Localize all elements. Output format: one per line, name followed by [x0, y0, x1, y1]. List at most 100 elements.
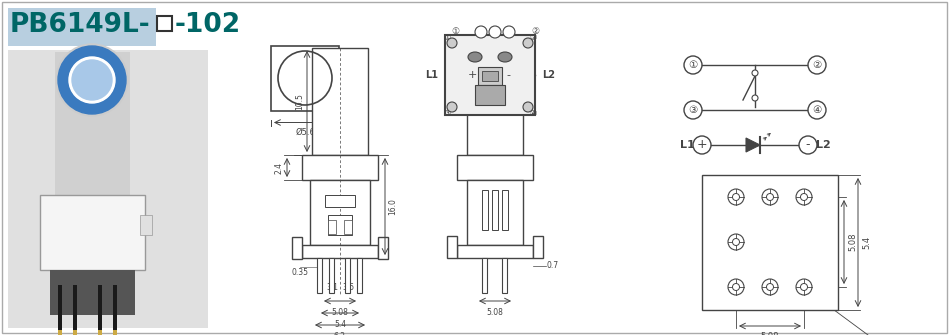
- Text: 5.4: 5.4: [862, 236, 871, 249]
- Circle shape: [728, 234, 744, 250]
- Bar: [328, 220, 336, 234]
- Bar: [482, 258, 488, 293]
- Text: 5.4: 5.4: [334, 320, 346, 329]
- Circle shape: [796, 189, 812, 205]
- Bar: [447, 236, 457, 258]
- Bar: [98, 330, 102, 335]
- Bar: [98, 285, 102, 335]
- Text: L1: L1: [425, 70, 438, 80]
- Bar: [533, 236, 543, 258]
- Text: 6.2: 6.2: [334, 332, 346, 335]
- Circle shape: [733, 239, 739, 246]
- Bar: [457, 155, 533, 180]
- Text: ②: ②: [530, 32, 537, 42]
- Text: 3.1: 3.1: [326, 283, 338, 292]
- Circle shape: [684, 56, 702, 74]
- Bar: [378, 237, 388, 259]
- Circle shape: [693, 136, 711, 154]
- Text: ①: ①: [443, 32, 451, 42]
- Text: -: -: [506, 70, 510, 80]
- Bar: [457, 245, 533, 258]
- Bar: [467, 180, 523, 245]
- Bar: [702, 175, 838, 310]
- Bar: [475, 85, 505, 105]
- Text: ①: ①: [688, 60, 698, 70]
- Bar: [482, 71, 498, 81]
- Bar: [344, 220, 352, 234]
- Circle shape: [752, 70, 758, 76]
- Circle shape: [801, 283, 808, 290]
- Bar: [113, 285, 117, 335]
- Bar: [478, 67, 502, 85]
- Circle shape: [58, 46, 126, 114]
- Circle shape: [56, 44, 128, 116]
- Text: -: -: [806, 138, 810, 151]
- Circle shape: [733, 283, 739, 290]
- Text: ④: ④: [530, 109, 537, 118]
- Circle shape: [503, 26, 515, 38]
- Circle shape: [762, 189, 778, 205]
- Bar: [113, 330, 117, 335]
- Bar: [73, 330, 77, 335]
- Circle shape: [801, 194, 808, 201]
- Bar: [310, 180, 370, 245]
- Circle shape: [69, 57, 115, 103]
- Text: 3.5: 3.5: [342, 283, 354, 292]
- Bar: [58, 330, 62, 335]
- Bar: [55, 52, 130, 197]
- Circle shape: [523, 102, 533, 112]
- Bar: [292, 237, 302, 259]
- Circle shape: [684, 101, 702, 119]
- Text: PB6149L-: PB6149L-: [10, 12, 151, 38]
- Text: +: +: [697, 138, 707, 151]
- Text: 0.35: 0.35: [291, 268, 308, 277]
- Text: 5.08: 5.08: [761, 332, 779, 335]
- Circle shape: [808, 101, 826, 119]
- Bar: [58, 285, 62, 335]
- Text: 10.5: 10.5: [295, 93, 304, 110]
- Bar: [358, 258, 363, 293]
- Circle shape: [752, 95, 758, 101]
- Bar: [318, 258, 323, 293]
- Text: 16.0: 16.0: [388, 198, 397, 215]
- Ellipse shape: [498, 52, 512, 62]
- Text: 5.08: 5.08: [848, 233, 857, 251]
- Ellipse shape: [468, 52, 482, 62]
- Bar: [345, 258, 350, 293]
- Text: ②: ②: [812, 60, 822, 70]
- Circle shape: [762, 279, 778, 295]
- Circle shape: [523, 38, 533, 48]
- Circle shape: [447, 38, 457, 48]
- Circle shape: [733, 194, 739, 201]
- Text: Ø5.6: Ø5.6: [295, 128, 315, 136]
- Text: L2: L2: [542, 70, 555, 80]
- Bar: [8, 50, 208, 328]
- Circle shape: [808, 56, 826, 74]
- Bar: [467, 48, 523, 155]
- Polygon shape: [746, 138, 760, 152]
- Bar: [482, 190, 488, 230]
- Circle shape: [796, 279, 812, 295]
- Bar: [271, 46, 339, 111]
- Bar: [492, 190, 498, 230]
- Text: +: +: [467, 70, 476, 80]
- Circle shape: [447, 102, 457, 112]
- Circle shape: [767, 194, 773, 201]
- Bar: [502, 190, 508, 230]
- Circle shape: [728, 189, 744, 205]
- Text: ③: ③: [688, 105, 698, 115]
- Bar: [8, 8, 156, 46]
- Text: L2: L2: [815, 140, 830, 150]
- Bar: [50, 270, 135, 315]
- Circle shape: [799, 136, 817, 154]
- Circle shape: [475, 26, 487, 38]
- Text: 0.7: 0.7: [547, 262, 559, 270]
- Text: 5.08: 5.08: [487, 308, 503, 317]
- Circle shape: [728, 279, 744, 295]
- Bar: [157, 16, 172, 31]
- Bar: [329, 258, 334, 293]
- Circle shape: [767, 283, 773, 290]
- Bar: [140, 215, 152, 235]
- Circle shape: [489, 26, 501, 38]
- Bar: [302, 245, 378, 258]
